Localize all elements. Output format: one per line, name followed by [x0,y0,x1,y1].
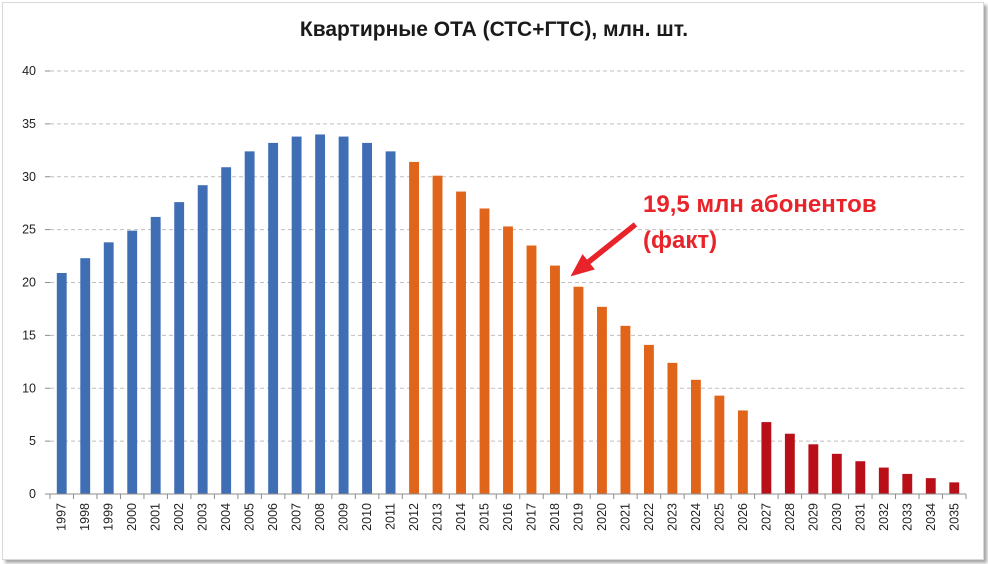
x-tick-label: 2026 [736,503,750,531]
bar-2008 [315,134,326,494]
x-tick-label: 2000 [125,503,139,531]
x-tick-label: 2003 [196,503,210,531]
x-tick-label: 1997 [55,503,69,531]
bar-2015 [479,208,490,494]
y-tick-label: 0 [29,487,36,501]
x-tick-label: 2011 [384,503,398,530]
bar-2005 [244,151,255,494]
bar-2016 [503,226,513,494]
bar-2017 [526,245,537,494]
bar-2027 [761,422,772,494]
bar-2034 [925,478,936,494]
y-tick-label: 15 [22,328,36,342]
bar-2004 [221,167,232,495]
bar-2026 [737,410,748,494]
x-tick-label: 2035 [947,503,961,531]
x-tick-label: 2015 [478,503,492,531]
x-tick-label: 2033 [900,503,914,531]
x-tick-label: 2006 [266,503,280,531]
x-tick-label: 2030 [830,503,844,531]
x-tick-label: 2025 [712,503,726,531]
bars [56,134,960,495]
x-tick-label: 2023 [665,503,679,531]
x-tick-label: 2024 [689,503,703,531]
x-tick-label: 2002 [172,503,186,531]
x-tick-label: 2007 [290,503,304,531]
bar-2035 [949,482,960,494]
y-tick-label: 35 [22,117,36,131]
x-tick-label: 2004 [219,503,233,531]
x-tick-label: 2028 [783,503,797,531]
x-tick-label: 2009 [337,503,351,531]
bar-2024 [690,379,701,494]
bar-2022 [643,344,654,494]
bar-2006 [268,142,279,494]
bar-1997 [56,272,67,494]
x-tick-label: 2017 [524,503,538,531]
x-tick-label: 2032 [877,503,891,531]
bar-2010 [362,142,373,494]
bar-2033 [902,473,913,494]
bar-2020 [597,306,607,494]
bar-2007 [291,136,302,494]
bar-2019 [573,286,584,494]
y-tick-label: 40 [22,64,36,78]
bar-2000 [127,230,138,494]
x-tick-label: 2014 [454,503,468,531]
chart-title: Квартирные ОТА (СТС+ГТС), млн. шт. [299,18,689,41]
x-tick-label: 2008 [313,503,327,531]
x-tick-label: 2034 [924,503,938,531]
y-tick-label: 5 [29,434,36,448]
bar-1999 [103,242,114,494]
bar-2001 [150,216,161,494]
bar-2030 [831,453,842,494]
bar-2011 [385,151,396,494]
bar-2025 [714,395,725,494]
bar-1998 [80,258,91,494]
x-tick-label: 2001 [149,503,163,531]
y-tick-label: 30 [22,170,36,184]
x-tick-label: 2016 [501,503,515,531]
y-tick-label: 25 [22,223,36,237]
annotation-value-label: 19,5 млн абонентов [643,191,877,218]
bar-2009 [338,136,349,494]
x-tick-label: 2019 [571,503,585,531]
x-tick-label: 2021 [618,503,632,531]
y-tick-label: 10 [22,381,36,395]
x-tick-label: 2005 [243,503,257,531]
x-tick-label: 2029 [806,503,820,531]
bar-2031 [855,461,866,494]
bar-2029 [808,444,819,494]
x-tick-label: 2031 [853,503,867,531]
bar-2023 [667,362,678,494]
y-axis-ticks: 0 5 10 15 20 25 30 35 40 [22,64,50,501]
x-tick-label: 2012 [407,503,421,531]
bar-2018 [550,265,560,494]
bar-2032 [878,467,889,494]
bar-2012 [409,161,419,494]
annotation-arrow [567,220,640,279]
x-axis-ticks: 1997 1998 1999 2000 2001 2002 2003 2004 2005 2006… [49,494,967,531]
bar-2002 [174,202,185,494]
bar-2028 [784,433,795,494]
x-tick-label: 1999 [102,503,116,531]
x-tick-label: 2020 [595,503,609,531]
x-tick-label: 1998 [78,503,92,531]
x-tick-label: 2027 [759,503,773,531]
x-tick-label: 2010 [360,503,374,531]
bar-2021 [620,325,631,494]
bar-2014 [456,191,466,494]
x-tick-label: 2013 [431,503,445,531]
bar-2013 [432,175,443,494]
y-tick-label: 20 [22,276,36,290]
annotation-fact-label: (факт) [643,227,717,254]
x-tick-label: 2018 [548,503,562,531]
x-tick-label: 2022 [642,503,656,531]
bar-2003 [197,185,208,494]
annotation: 19,5 млн абонентов (факт) [567,191,877,279]
